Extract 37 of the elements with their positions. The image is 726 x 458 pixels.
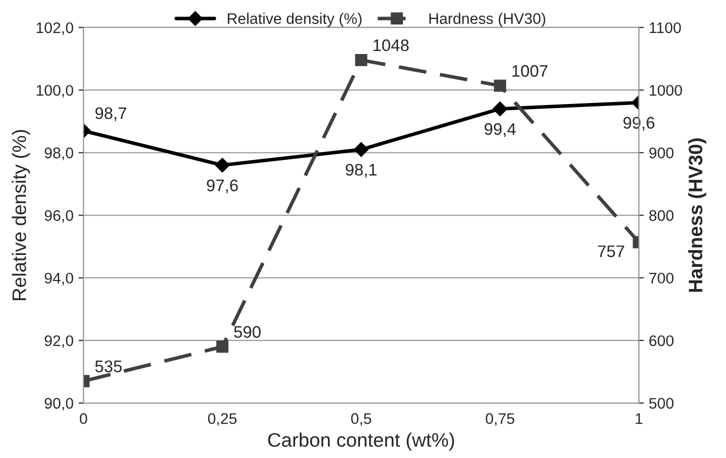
x-tick-label: 0,75: [486, 413, 514, 426]
y2-tick-label: 600: [649, 335, 674, 346]
data-label: 535: [95, 360, 122, 372]
point: [494, 80, 506, 92]
y-tick-label: 100,0: [36, 84, 74, 98]
y-tick-label: 90,0: [44, 398, 74, 411]
data-label: 757: [598, 246, 624, 258]
y-tick-label: 102,0: [36, 22, 74, 35]
y2-axis-title: Hardness (HV30): [688, 138, 706, 292]
y2-tick-label: 700: [649, 272, 674, 284]
legend-label: Hardness (HV30): [429, 12, 546, 27]
y2-tick-label: 500: [649, 398, 674, 409]
data-label: 98,7: [95, 107, 126, 122]
y-axis-title: Relative density (%): [12, 130, 30, 300]
data-label: 99,6: [623, 116, 654, 131]
data-label: 99,4: [484, 123, 516, 137]
x-axis-title: Carbon content (wt%): [268, 432, 454, 451]
y-tick-label: 96,0: [44, 210, 74, 223]
x-tick-label: 1: [636, 413, 642, 424]
x-tick-label: 0,25: [208, 413, 237, 426]
data-label: 590: [234, 326, 261, 338]
x-tick-label: 0,5: [351, 413, 372, 426]
y2-tick-label: 1000: [650, 84, 682, 96]
point: [354, 142, 369, 157]
data-label: 1007: [512, 65, 548, 77]
y-tick-label: 92,0: [44, 335, 74, 348]
y2-tick-label: 900: [649, 148, 674, 158]
data-label: 1048: [374, 39, 409, 52]
x-tick-label: 0: [80, 413, 88, 424]
data-label: 97,6: [206, 180, 238, 194]
y2-tick-label: 800: [649, 210, 674, 221]
point: [355, 54, 368, 66]
y-tick-label: 98,0: [44, 148, 74, 160]
legend-label: Relative density (%): [228, 12, 362, 27]
data-label: 98,1: [346, 164, 377, 178]
y2-tick-label: 1100: [650, 22, 681, 34]
y-tick-label: 94,0: [44, 272, 74, 286]
